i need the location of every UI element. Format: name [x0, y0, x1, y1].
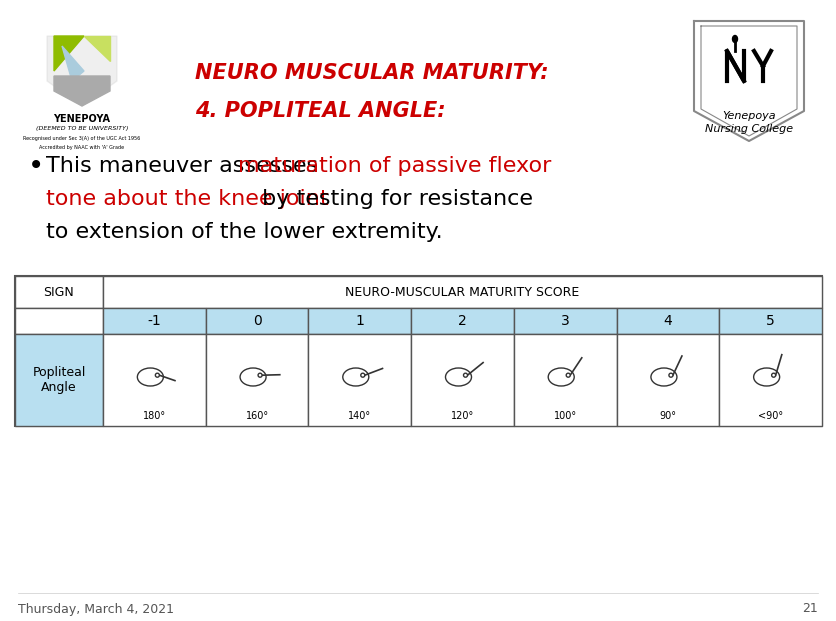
Text: Popliteal
Angle: Popliteal Angle [33, 366, 85, 394]
Text: Accredited by NAAC with 'A' Grade: Accredited by NAAC with 'A' Grade [39, 145, 125, 150]
Ellipse shape [258, 373, 262, 377]
Text: NEURO-MUSCULAR MATURITY SCORE: NEURO-MUSCULAR MATURITY SCORE [345, 286, 579, 299]
Text: Yenepoya: Yenepoya [722, 111, 776, 121]
Bar [514, 334, 617, 426]
Polygon shape [62, 46, 84, 81]
Text: SIGN: SIGN [43, 286, 74, 299]
Text: by testing for resistance: by testing for resistance [255, 189, 533, 209]
Bar [617, 334, 719, 426]
Ellipse shape [343, 368, 369, 386]
Bar [15, 334, 103, 426]
Text: 140°: 140° [349, 411, 371, 421]
Ellipse shape [548, 368, 574, 386]
Text: 4: 4 [664, 314, 672, 328]
Bar [103, 308, 206, 334]
Polygon shape [54, 36, 84, 71]
Text: This maneuver assesses: This maneuver assesses [46, 156, 325, 176]
Text: Thursday, March 4, 2021: Thursday, March 4, 2021 [18, 602, 174, 615]
Bar [103, 276, 822, 308]
Bar [308, 334, 411, 426]
Ellipse shape [566, 373, 570, 377]
Ellipse shape [137, 368, 163, 386]
Ellipse shape [155, 373, 160, 377]
Text: <90°: <90° [758, 411, 783, 421]
Bar [15, 276, 822, 426]
Bar [617, 308, 719, 334]
Ellipse shape [463, 373, 467, 377]
Text: 100°: 100° [553, 411, 577, 421]
Text: 5: 5 [767, 314, 775, 328]
Text: YENEPOYA: YENEPOYA [54, 114, 110, 124]
Text: 21: 21 [803, 602, 818, 615]
Text: Nursing College: Nursing College [705, 124, 793, 134]
Bar [103, 334, 206, 426]
Text: •: • [28, 152, 44, 180]
Polygon shape [84, 36, 110, 61]
Bar [15, 308, 103, 334]
Bar [411, 334, 514, 426]
Ellipse shape [361, 373, 364, 377]
Text: 3: 3 [561, 314, 569, 328]
Ellipse shape [651, 368, 677, 386]
Text: 1: 1 [355, 314, 364, 328]
Text: 180°: 180° [143, 411, 166, 421]
Text: 90°: 90° [660, 411, 676, 421]
Bar [206, 308, 308, 334]
Bar [206, 334, 308, 426]
Text: to extension of the lower extremity.: to extension of the lower extremity. [46, 222, 442, 242]
Text: -1: -1 [147, 314, 161, 328]
Text: NEURO MUSCULAR MATURITY:: NEURO MUSCULAR MATURITY: [195, 63, 548, 83]
Text: (DEEMED TO BE UNIVERSITY): (DEEMED TO BE UNIVERSITY) [36, 126, 128, 131]
Text: 0: 0 [252, 314, 262, 328]
Bar [719, 308, 822, 334]
Polygon shape [54, 76, 110, 106]
Polygon shape [47, 36, 117, 106]
Bar [308, 308, 411, 334]
Text: maturation of passive flexor: maturation of passive flexor [238, 156, 552, 176]
Text: 4. POPLITEAL ANGLE:: 4. POPLITEAL ANGLE: [195, 101, 446, 121]
Text: tone about the knee joint: tone about the knee joint [46, 189, 329, 209]
Bar [411, 308, 514, 334]
Bar [514, 308, 617, 334]
Ellipse shape [446, 368, 472, 386]
Ellipse shape [772, 373, 776, 377]
Text: 160°: 160° [246, 411, 268, 421]
Ellipse shape [753, 368, 780, 386]
Bar [15, 276, 103, 308]
Text: 120°: 120° [451, 411, 474, 421]
Text: 2: 2 [458, 314, 466, 328]
Ellipse shape [240, 368, 266, 386]
Bar [719, 334, 822, 426]
Text: Recognised under Sec 3(A) of the UGC Act 1956: Recognised under Sec 3(A) of the UGC Act… [23, 136, 140, 141]
Ellipse shape [669, 373, 673, 377]
Ellipse shape [732, 35, 737, 42]
